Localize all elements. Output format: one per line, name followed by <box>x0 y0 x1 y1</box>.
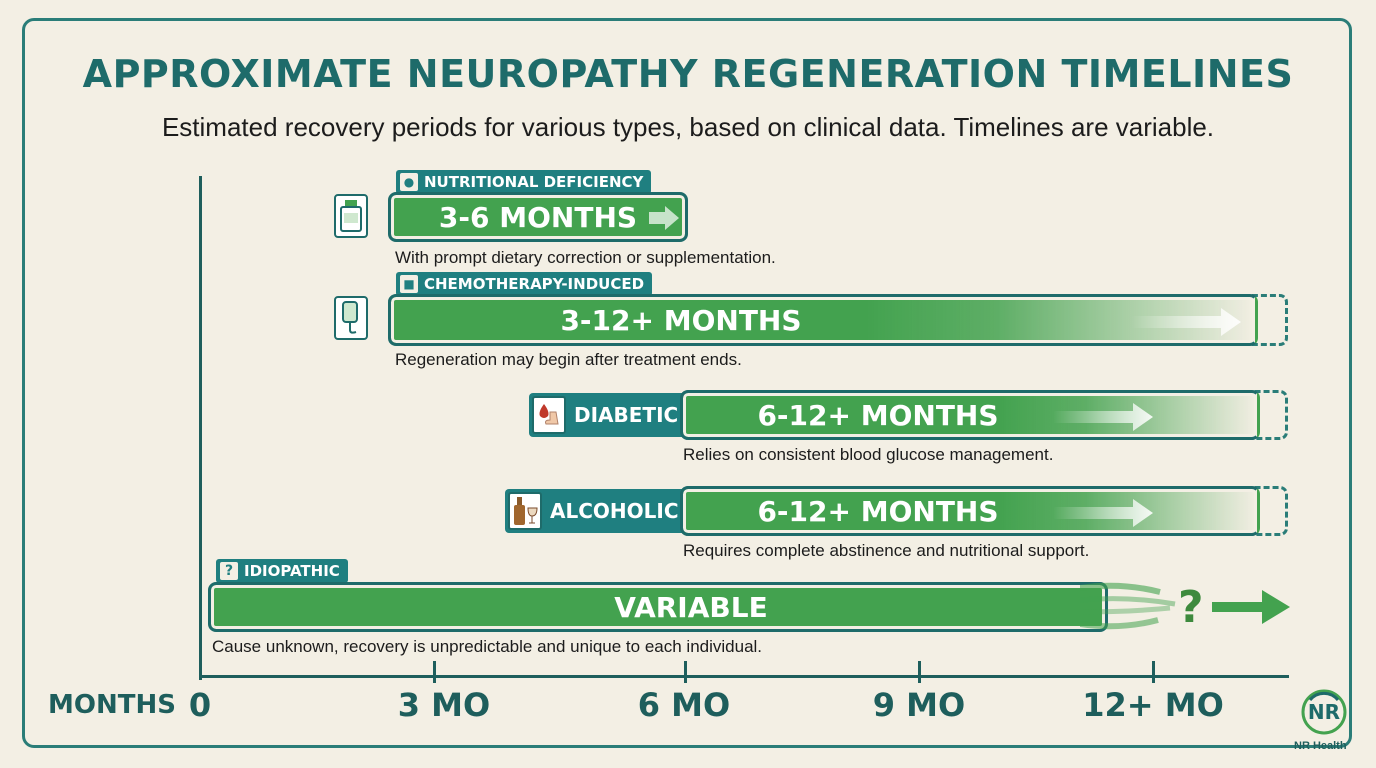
nutritional-note: With prompt dietary correction or supple… <box>395 248 776 267</box>
chemo-duration: 3-12+ MONTHS <box>560 303 802 337</box>
chemo-tag: ■ CHEMOTHERAPY-INDUCED <box>396 272 653 296</box>
x-tick-9 <box>918 661 921 683</box>
alcoholic-tag: ALCOHOLIC <box>505 489 689 533</box>
x-tick-12 <box>1152 661 1155 683</box>
chemo-note: Regeneration may begin after treatment e… <box>395 350 742 369</box>
arrow-right-icon <box>1053 403 1153 431</box>
supplement-bottle-icon <box>334 194 368 238</box>
page-title: APPROXIMATE NEUROPATHY REGENERATION TIME… <box>82 52 1294 96</box>
nutritional-bar: 3-6 MONTHS <box>388 192 688 242</box>
alcoholic-duration: 6-12+ MONTHS <box>757 494 999 528</box>
x-tick-label-3: 3 MO <box>397 686 491 724</box>
fading-wisps-graphic <box>1080 582 1176 630</box>
x-tick-3 <box>433 661 436 683</box>
alcoholic-label: ALCOHOLIC <box>550 499 679 523</box>
nr-health-logo: NR <box>1301 689 1347 735</box>
idiopathic-label: IDIOPATHIC <box>244 562 340 580</box>
bottle-glass-icon <box>508 492 542 530</box>
diabetic-duration: 6-12+ MONTHS <box>757 398 999 432</box>
diabetic-bar: 6-12+ MONTHS <box>680 390 1260 440</box>
x-axis-title: MONTHS <box>48 690 176 720</box>
arrow-right-icon <box>649 206 679 230</box>
arrow-right-icon <box>1053 499 1153 527</box>
idiopathic-tag: ? IDIOPATHIC <box>216 559 348 583</box>
y-axis-line <box>199 176 202 680</box>
blood-drop-foot-icon <box>532 396 566 434</box>
nutritional-label: NUTRITIONAL DEFICIENCY <box>424 173 644 191</box>
idiopathic-duration: VARIABLE <box>614 590 768 624</box>
brand-name: NR Health <box>1294 740 1347 752</box>
arrow-right-icon <box>1131 308 1241 336</box>
idiopathic-bar: VARIABLE <box>208 582 1108 632</box>
alcoholic-note: Requires complete abstinence and nutriti… <box>683 541 1090 560</box>
chemo-bar: 3-12+ MONTHS <box>388 294 1258 346</box>
infographic-frame <box>22 18 1352 748</box>
x-tick-label-12: 12+ MO <box>1082 686 1224 724</box>
medicine-icon: ■ <box>400 275 418 293</box>
x-axis-line <box>199 675 1289 678</box>
alcoholic-bar: 6-12+ MONTHS <box>680 486 1260 536</box>
pills-icon: ● <box>400 173 418 191</box>
idiopathic-note: Cause unknown, recovery is unpredictable… <box>212 637 763 656</box>
arrow-right-icon <box>1212 590 1290 624</box>
chemo-label: CHEMOTHERAPY-INDUCED <box>424 275 645 293</box>
page-subtitle: Estimated recovery periods for various t… <box>161 112 1215 142</box>
x-tick-label-9: 9 MO <box>872 686 966 724</box>
logo-letters: NR <box>1308 700 1340 724</box>
diabetic-tag: DIABETIC <box>529 393 689 437</box>
question-icon: ? <box>220 562 238 580</box>
unknown-question-mark: ? <box>1178 582 1204 633</box>
x-tick-6 <box>684 661 687 683</box>
diabetic-note: Relies on consistent blood glucose manag… <box>683 445 1054 464</box>
iv-bag-icon <box>334 296 368 340</box>
x-tick-label-6: 6 MO <box>637 686 731 724</box>
nutritional-tag: ● NUTRITIONAL DEFICIENCY <box>396 170 652 194</box>
x-tick-label-0: 0 <box>188 686 212 724</box>
nutritional-duration: 3-6 MONTHS <box>438 200 638 234</box>
diabetic-label: DIABETIC <box>574 403 679 427</box>
